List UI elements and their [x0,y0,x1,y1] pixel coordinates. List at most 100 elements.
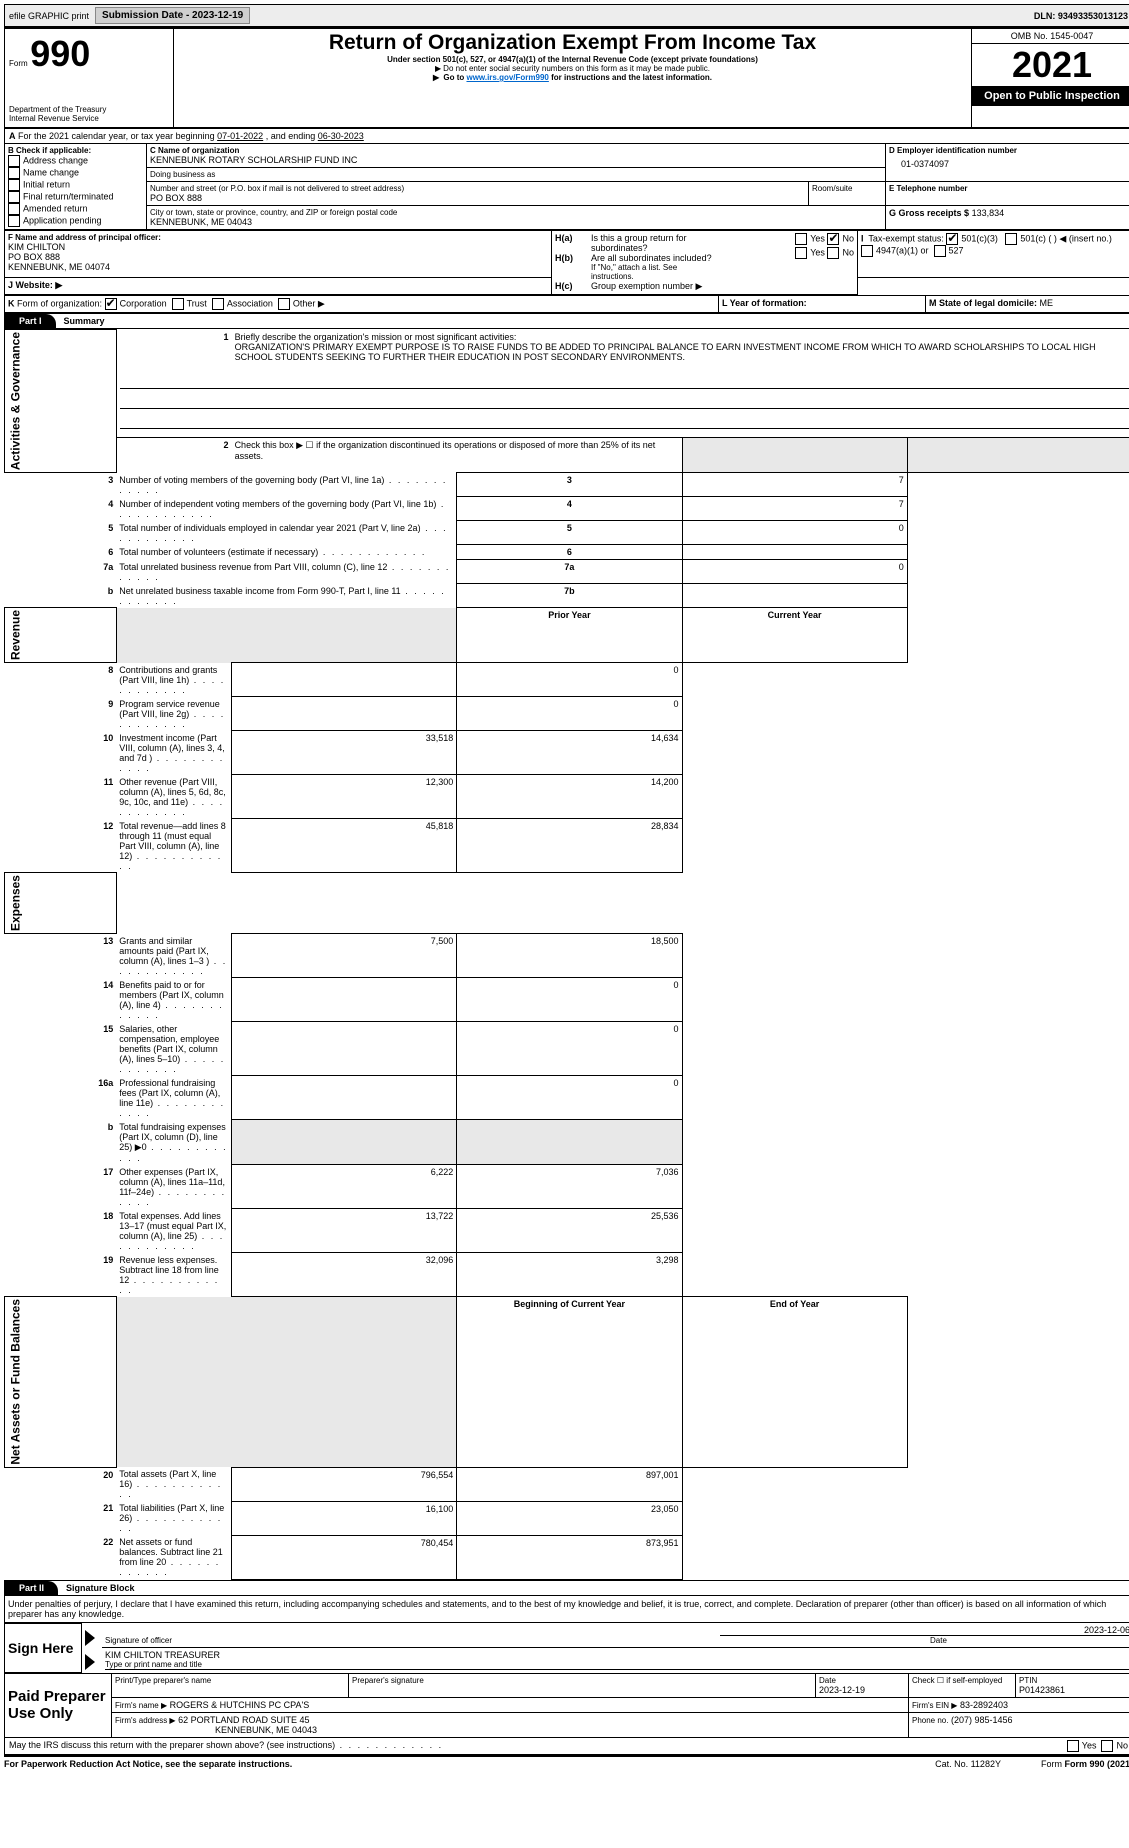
hb-no: No [842,247,854,257]
penalties-text: Under penalties of perjury, I declare th… [4,1596,1129,1623]
ha-yes-checkbox[interactable] [795,233,807,245]
i-letter: I [861,233,864,243]
pt-date-header: Date [819,1676,905,1685]
b-opt-4: Amended return [23,203,88,213]
line-a: A For the 2021 calendar year, or tax yea… [4,127,1129,143]
line2-text: Check this box ▶ ☐ if the organization d… [232,437,682,472]
j-label: Website: ▶ [16,280,63,290]
type-name-label: Type or print name and title [105,1660,1129,1670]
sidetab-netassets: Net Assets or Fund Balances [5,1297,117,1468]
pt-sig-header: Preparer's signature [352,1676,812,1685]
goto-pre: Go to [443,73,466,82]
mission-text: ORGANIZATION'S PRIMARY EXEMPT PURPOSE IS… [235,342,1096,362]
dba-label: Doing business as [150,170,882,179]
j-letter: J [8,280,13,290]
hb-yes: Yes [810,247,825,257]
i-label: Tax-exempt status: [868,233,944,243]
end-year-header: End of Year [682,1297,907,1468]
paid-preparer-block: Paid Preparer Use Only Print/Type prepar… [4,1673,1129,1738]
gross-receipts: 133,834 [972,208,1005,218]
e-phone-label: E Telephone number [889,184,1129,193]
tax-year-begin: 07-01-2022 [217,131,263,141]
hb-no-checkbox[interactable] [827,247,839,259]
form-990-footer: Form 990 (2021) [1064,1759,1129,1769]
c-name-label: C Name of organization [150,146,882,155]
line-a-text: For the 2021 calendar year, or tax year … [18,131,217,141]
b-opt-0: Address change [23,155,88,165]
submission-date-button[interactable]: Submission Date - 2023-12-19 [95,7,250,24]
omb-number: OMB No. 1545-0047 [972,29,1129,44]
line-a-mid: , and ending [266,131,318,141]
m-label: M State of legal domicile: [929,298,1037,308]
k-opt-3: Other ▶ [293,298,325,308]
part1-header: Part I Summary [4,313,1129,329]
form-footer-label: Form Form 990 (2021) [1041,1759,1129,1769]
527-checkbox[interactable] [934,245,946,257]
pt-self-employed: Check ☐ if self-employed [909,1673,1016,1697]
fhij-block: F Name and address of principal officer:… [4,230,1129,295]
amended-return-checkbox[interactable] [8,203,20,215]
other-checkbox[interactable] [278,298,290,310]
form-title: Return of Organization Exempt From Incom… [182,31,963,55]
may-irs-yes-checkbox[interactable] [1067,1740,1079,1752]
officer-addr2: KENNEBUNK, ME 04074 [8,262,548,272]
sig-officer-label: Signature of officer [105,1636,930,1645]
ha-no: No [842,233,854,243]
b-label: B Check if applicable: [8,146,143,155]
form-subtitle: Under section 501(c), 527, or 4947(a)(1)… [182,55,963,64]
may-irs-no-checkbox[interactable] [1101,1740,1113,1752]
sig-date-label: Date [930,1636,1129,1645]
klm-block: K Form of organization: Corporation Trus… [4,295,1129,313]
k-opt-0: Corporation [120,298,167,308]
b-opt-5: Application pending [23,215,102,225]
app-pending-checkbox[interactable] [8,215,20,227]
city-label: City or town, state or province, country… [150,208,882,217]
address-change-checkbox[interactable] [8,155,20,167]
form-header: Form 990 Department of the Treasury Inte… [4,27,1129,127]
f-label: F Name and address of principal officer: [8,233,548,242]
cat-no: Cat. No. 11282Y [935,1759,1001,1769]
firm-addr1: 62 PORTLAND ROAD SUITE 45 [178,1715,309,1725]
4947-checkbox[interactable] [861,245,873,257]
k-opt-2: Association [227,298,273,308]
name-change-checkbox[interactable] [8,167,20,179]
trust-checkbox[interactable] [172,298,184,310]
form-footer: For Paperwork Reduction Act Notice, see … [4,1755,1129,1769]
open-public-badge: Open to Public Inspection [972,86,1129,106]
assoc-checkbox[interactable] [212,298,224,310]
sign-here-label: Sign Here [5,1623,82,1672]
sidetab-expenses: Expenses [5,873,117,934]
may-irs-text: May the IRS discuss this return with the… [9,1740,443,1752]
may-irs-yes: Yes [1082,1740,1097,1750]
501c-checkbox[interactable] [1005,233,1017,245]
hb-label: H(b) [555,253,591,263]
initial-return-checkbox[interactable] [8,179,20,191]
final-return-checkbox[interactable] [8,191,20,203]
dln-label: DLN: 93493353013123 [1034,11,1128,21]
officer-addr1: PO BOX 888 [8,252,548,262]
firm-addr2: KENNEBUNK, ME 04043 [115,1725,317,1735]
ha-no-checkbox[interactable] [827,233,839,245]
city-value: KENNEBUNK, ME 04043 [150,217,882,227]
hb-note: If "No," attach a list. See instructions… [555,263,718,281]
tax-year: 2021 [972,44,1129,86]
paid-preparer-label: Paid Preparer Use Only [5,1673,112,1737]
sig-date-value: 2023-12-06 [1084,1625,1129,1635]
l-label: L Year of formation: [722,298,807,308]
sig-arrow-icon [85,1630,95,1646]
hb-text: Are all subordinates included? [591,253,718,263]
part1-label: Part I [5,314,56,328]
firm-name: ROGERS & HUTCHINS PC CPA'S [170,1700,310,1710]
entity-block: B Check if applicable: Address change Na… [4,143,1129,230]
ein-value: 01-0374097 [889,155,1129,169]
irs-form990-link[interactable]: www.irs.gov/Form990 [466,73,548,82]
tax-year-end: 06-30-2023 [318,131,364,141]
corp-checkbox[interactable] [105,298,117,310]
org-name: KENNEBUNK ROTARY SCHOLARSHIP FUND INC [150,155,882,165]
hc-text: Group exemption number ▶ [591,281,702,292]
officer-name: KIM CHILTON [8,242,548,252]
ssn-note: Do not enter social security numbers on … [182,64,963,73]
501c3-checkbox[interactable] [946,233,958,245]
goto-post: for instructions and the latest informat… [551,73,712,82]
hb-yes-checkbox[interactable] [795,247,807,259]
